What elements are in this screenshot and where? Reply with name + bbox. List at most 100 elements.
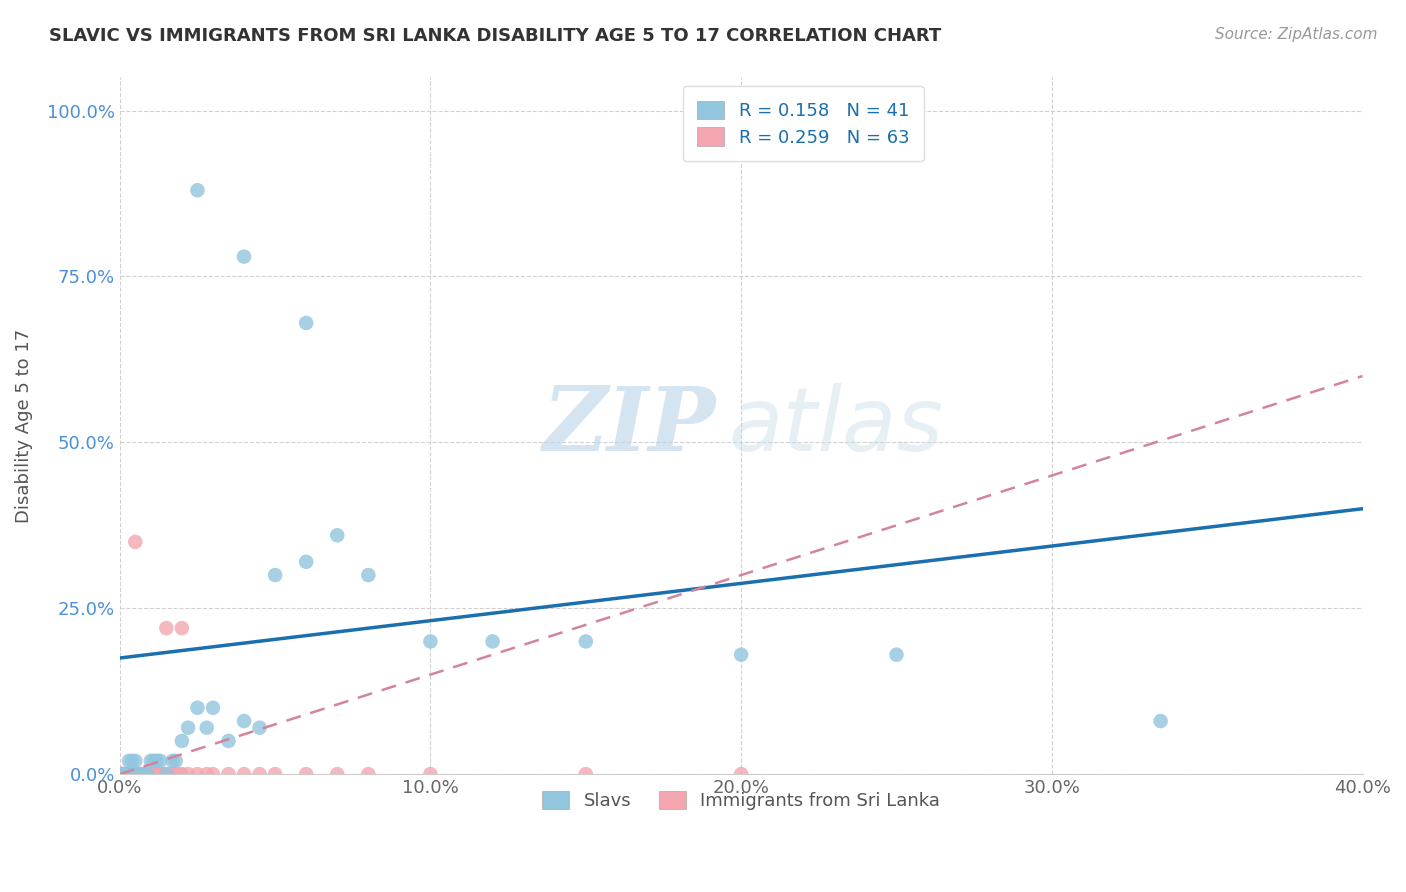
Point (121, 767, 143, 781)
Point (136, 767, 159, 781)
Point (730, 767, 752, 781)
Point (108, 767, 131, 781)
Point (131, 767, 153, 781)
Point (264, 767, 287, 781)
Point (115, 767, 138, 781)
Point (124, 767, 146, 781)
Point (155, 621, 177, 635)
Point (111, 767, 134, 781)
Point (730, 648, 752, 662)
Point (108, 767, 131, 781)
Point (108, 767, 131, 781)
Point (127, 767, 149, 781)
Point (134, 767, 156, 781)
Point (115, 767, 138, 781)
Point (108, 767, 131, 781)
Point (264, 568, 287, 582)
Point (115, 767, 138, 781)
Point (170, 767, 193, 781)
Point (357, 568, 380, 582)
Point (108, 767, 131, 781)
Point (127, 767, 149, 781)
Point (419, 767, 441, 781)
Point (118, 754, 141, 768)
Point (111, 767, 134, 781)
Text: ZIP: ZIP (543, 383, 716, 469)
Point (149, 767, 172, 781)
Point (326, 767, 349, 781)
Point (159, 767, 181, 781)
Point (177, 721, 200, 735)
Point (162, 767, 184, 781)
Point (481, 634, 503, 648)
Point (295, 767, 318, 781)
Point (115, 767, 138, 781)
Point (124, 754, 146, 768)
Point (165, 767, 187, 781)
Point (139, 767, 162, 781)
Point (249, 767, 271, 781)
Point (139, 754, 162, 768)
Point (115, 767, 138, 781)
Point (121, 767, 143, 781)
Point (165, 754, 187, 768)
Point (118, 767, 141, 781)
Point (575, 634, 598, 648)
Point (149, 754, 172, 768)
Point (108, 767, 131, 781)
Point (170, 621, 193, 635)
Point (186, 700, 208, 714)
Point (575, 767, 598, 781)
Point (195, 721, 218, 735)
Point (186, 183, 208, 197)
Text: atlas: atlas (728, 383, 943, 469)
Point (195, 767, 218, 781)
Point (142, 767, 165, 781)
Point (124, 767, 146, 781)
Point (233, 250, 256, 264)
Point (108, 767, 131, 781)
Point (142, 754, 165, 768)
Point (201, 700, 224, 714)
Point (218, 767, 240, 781)
Point (233, 714, 256, 728)
Point (218, 734, 240, 748)
Point (201, 767, 224, 781)
Point (326, 528, 349, 542)
Point (167, 767, 190, 781)
Point (118, 767, 141, 781)
Point (886, 648, 908, 662)
Point (111, 767, 134, 781)
Point (295, 555, 318, 569)
Point (118, 767, 141, 781)
Point (108, 767, 131, 781)
Point (124, 767, 146, 781)
Point (152, 767, 174, 781)
Point (124, 535, 146, 549)
Point (357, 767, 380, 781)
Point (155, 767, 177, 781)
Point (108, 767, 131, 781)
Point (108, 767, 131, 781)
Point (146, 754, 169, 768)
Point (139, 767, 162, 781)
Point (233, 767, 256, 781)
Point (170, 734, 193, 748)
Point (131, 767, 153, 781)
Point (134, 767, 156, 781)
Point (111, 767, 134, 781)
Point (177, 767, 200, 781)
Point (186, 767, 208, 781)
Point (162, 754, 184, 768)
Point (124, 767, 146, 781)
Point (249, 721, 271, 735)
Point (127, 767, 149, 781)
Point (121, 754, 143, 768)
Point (111, 767, 134, 781)
Point (146, 767, 169, 781)
Point (108, 767, 131, 781)
Point (155, 767, 177, 781)
Point (419, 634, 441, 648)
Point (131, 767, 153, 781)
Text: SLAVIC VS IMMIGRANTS FROM SRI LANKA DISABILITY AGE 5 TO 17 CORRELATION CHART: SLAVIC VS IMMIGRANTS FROM SRI LANKA DISA… (49, 27, 942, 45)
